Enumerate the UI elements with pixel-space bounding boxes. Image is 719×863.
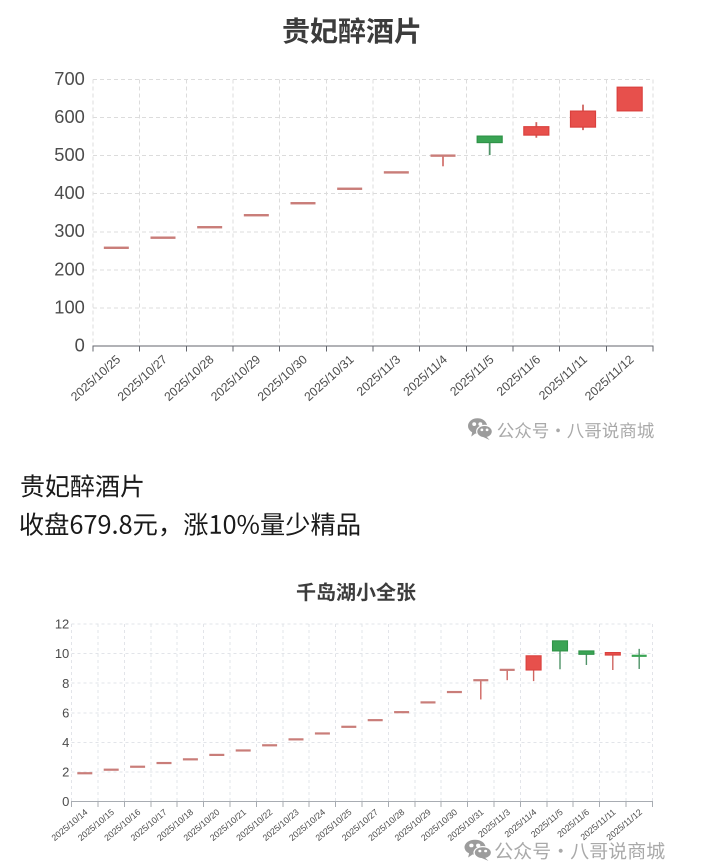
svg-text:2025/11/3: 2025/11/3 <box>354 352 403 399</box>
svg-text:600: 600 <box>54 106 85 127</box>
svg-text:500: 500 <box>54 144 85 165</box>
svg-text:0: 0 <box>62 794 69 809</box>
svg-text:2025/11/11: 2025/11/11 <box>536 352 590 402</box>
svg-text:0: 0 <box>75 334 85 355</box>
svg-text:12: 12 <box>55 617 69 632</box>
svg-text:2025/10/25: 2025/10/25 <box>68 352 123 404</box>
svg-text:2: 2 <box>62 765 69 780</box>
svg-text:2025/10/28: 2025/10/28 <box>161 352 216 404</box>
svg-text:700: 700 <box>54 68 85 89</box>
svg-text:400: 400 <box>54 182 85 203</box>
svg-text:2025/11/4: 2025/11/4 <box>401 352 450 399</box>
svg-text:2025/11/12: 2025/11/12 <box>582 352 637 403</box>
svg-text:100: 100 <box>54 296 85 317</box>
svg-text:10: 10 <box>55 646 69 661</box>
svg-text:2025/10/29: 2025/10/29 <box>208 352 263 404</box>
svg-text:2025/11/5: 2025/11/5 <box>447 352 496 399</box>
svg-text:4: 4 <box>62 735 69 750</box>
svg-text:2025/10/31: 2025/10/31 <box>301 352 356 404</box>
svg-text:200: 200 <box>54 258 85 279</box>
svg-text:300: 300 <box>54 220 85 241</box>
svg-text:6: 6 <box>62 705 69 720</box>
svg-text:2025/10/27: 2025/10/27 <box>115 352 170 404</box>
svg-text:8: 8 <box>62 676 69 691</box>
svg-text:2025/10/30: 2025/10/30 <box>255 352 310 404</box>
